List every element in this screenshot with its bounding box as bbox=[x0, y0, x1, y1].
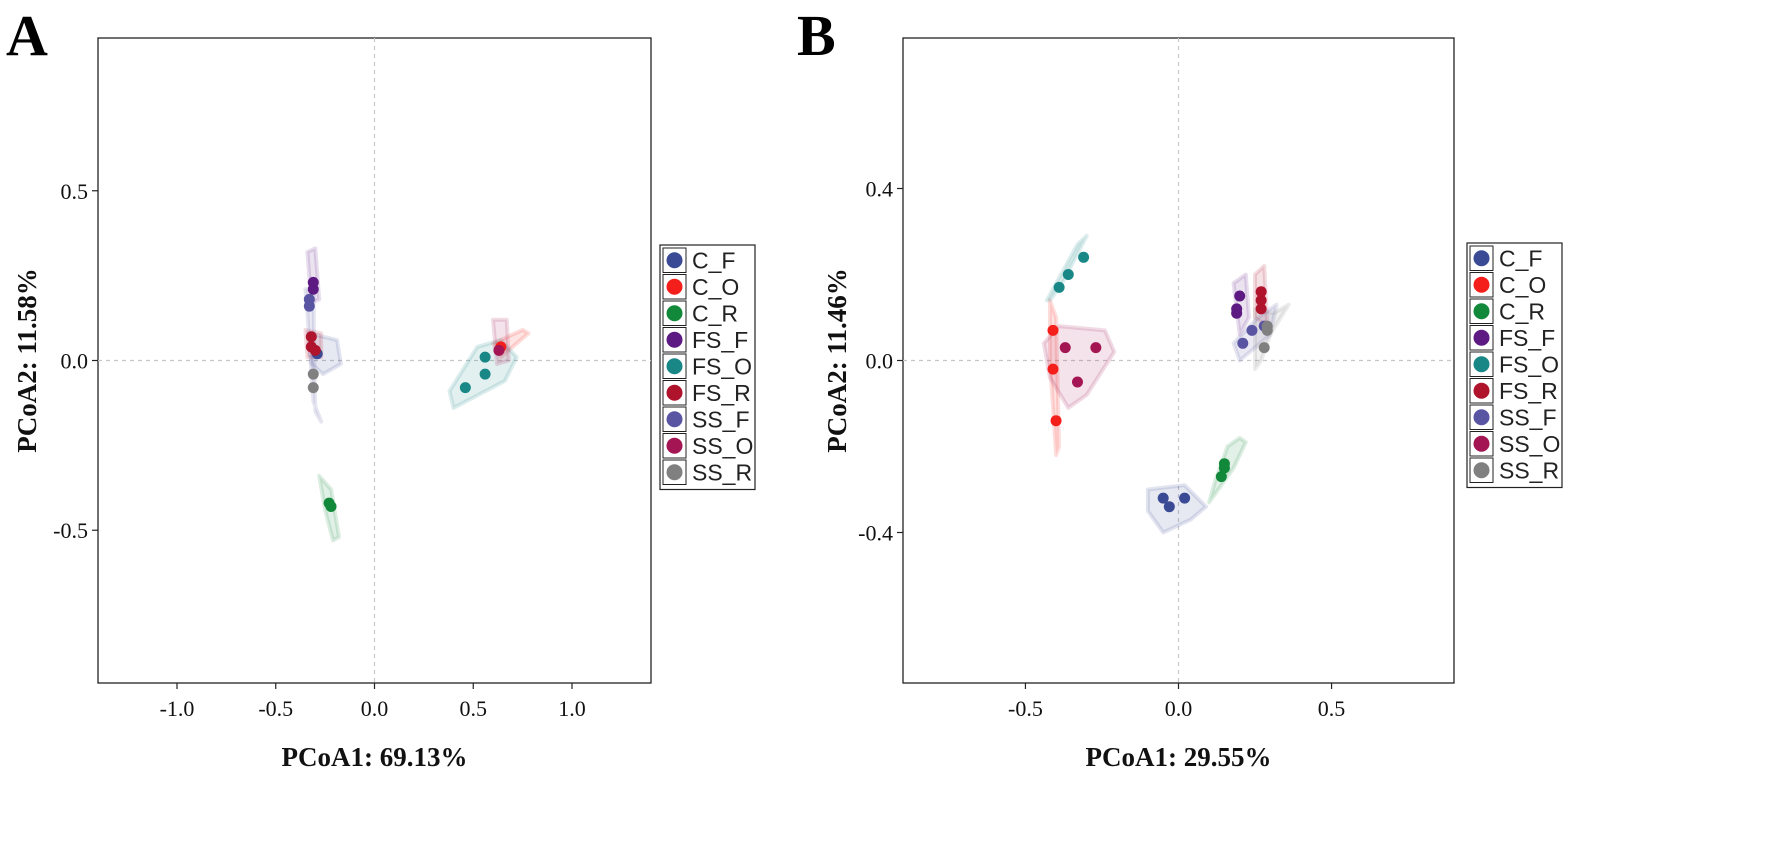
legend-label: C_O bbox=[1499, 272, 1546, 298]
point-ss-o bbox=[1071, 376, 1083, 388]
point-ss-r bbox=[307, 382, 319, 394]
legend-swatch-c-o bbox=[666, 278, 683, 295]
legend-swatch-ss-f bbox=[666, 411, 683, 428]
y-axis-title: PCoA2: 11.58% bbox=[12, 268, 42, 453]
legend-label: C_R bbox=[1499, 299, 1545, 325]
point-c-r bbox=[1215, 471, 1227, 483]
legend-swatch-fs-o bbox=[1473, 356, 1490, 373]
y-tick-label: 0.5 bbox=[61, 179, 89, 204]
legend-swatch-c-f bbox=[1473, 250, 1490, 267]
point-ss-r bbox=[1261, 324, 1273, 336]
legend-swatch-c-f bbox=[666, 252, 683, 269]
point-c-o bbox=[1047, 324, 1059, 336]
point-fs-o bbox=[1062, 269, 1074, 280]
legend-label: C_F bbox=[692, 248, 735, 274]
x-tick-label: -1.0 bbox=[160, 696, 195, 721]
legend-swatch-ss-r bbox=[1473, 462, 1490, 479]
y-axis-title: PCoA2: 11.46% bbox=[822, 268, 852, 453]
point-fs-r bbox=[309, 344, 321, 356]
point-c-r bbox=[325, 500, 337, 512]
legend-label: FS_O bbox=[1499, 352, 1559, 378]
point-c-o bbox=[1050, 415, 1062, 427]
legend-swatch-fs-o bbox=[666, 358, 683, 375]
point-fs-o bbox=[1078, 251, 1090, 263]
y-tick-label: 0.0 bbox=[866, 349, 894, 374]
legend-label: SS_F bbox=[1499, 405, 1557, 431]
point-ss-f bbox=[1237, 337, 1249, 349]
legend-swatch-c-r bbox=[1473, 303, 1490, 320]
point-c-o bbox=[1047, 363, 1059, 375]
panel-a: A -1.0 -0.5 0.0 0.5 1.0 0.5 0.0 -0.5 PCoA1: 69.1… bbox=[6, 3, 756, 772]
x-tick-label: 1.0 bbox=[558, 696, 586, 721]
legend-label: SS_O bbox=[1499, 431, 1560, 457]
y-tick-label: 0.4 bbox=[866, 177, 894, 202]
point-ss-o bbox=[1090, 342, 1102, 354]
legend-swatch-c-o bbox=[1473, 276, 1490, 293]
legend-swatch-ss-o bbox=[1473, 435, 1490, 452]
point-fs-r bbox=[1255, 286, 1267, 298]
legend-swatch-ss-r bbox=[666, 464, 683, 481]
legend-label: C_O bbox=[692, 274, 739, 300]
point-fs-r bbox=[1255, 294, 1267, 306]
point-c-f bbox=[1179, 492, 1191, 504]
legend-label: SS_F bbox=[692, 407, 750, 433]
point-fs-f bbox=[307, 283, 319, 295]
point-fs-o bbox=[479, 368, 491, 380]
legend-swatch-fs-f bbox=[1473, 329, 1490, 346]
x-tick-label: -0.5 bbox=[258, 696, 293, 721]
legend-label: FS_F bbox=[1499, 325, 1555, 351]
legend-label: SS_O bbox=[692, 433, 753, 459]
panel-a-letter: A bbox=[6, 3, 48, 68]
point-ss-r bbox=[1258, 342, 1270, 354]
point-fs-f bbox=[1231, 307, 1243, 319]
panel-b: B -0.5 0.0 0.5 0.4 0.0 -0.4 PCoA1: 29.55% PCoA2… bbox=[797, 3, 1563, 772]
legend-swatch-fs-r bbox=[1473, 382, 1490, 399]
point-fs-o bbox=[459, 382, 471, 394]
legend-label: SS_R bbox=[1499, 458, 1559, 484]
x-tick-label: 0.0 bbox=[361, 696, 389, 721]
legend-swatch-ss-o bbox=[666, 437, 683, 454]
point-ss-o bbox=[1059, 342, 1071, 354]
point-fs-f bbox=[1234, 290, 1246, 302]
point-fs-o bbox=[479, 351, 491, 363]
y-tick-label: -0.4 bbox=[858, 521, 893, 546]
point-fs-r bbox=[305, 331, 317, 343]
point-c-f bbox=[1163, 501, 1175, 513]
legend-swatch-c-r bbox=[666, 305, 683, 322]
point-ss-o bbox=[493, 344, 505, 356]
y-tick-label: 0.0 bbox=[61, 349, 89, 374]
panel-b-letter: B bbox=[797, 3, 836, 68]
legend-label: FS_R bbox=[1499, 378, 1558, 404]
x-tick-label: 0.5 bbox=[460, 696, 488, 721]
legend-label: FS_F bbox=[692, 327, 748, 353]
point-c-f bbox=[1157, 492, 1169, 504]
x-tick-label: -0.5 bbox=[1008, 696, 1043, 721]
legend-label: C_F bbox=[1499, 246, 1542, 272]
point-c-r bbox=[1218, 462, 1230, 474]
x-tick-label: 0.5 bbox=[1318, 696, 1346, 721]
x-tick-label: 0.0 bbox=[1165, 696, 1193, 721]
legend-label: C_R bbox=[692, 301, 738, 327]
point-ss-r bbox=[307, 368, 319, 380]
legend-swatch-fs-f bbox=[666, 331, 683, 348]
legend-label: FS_R bbox=[692, 380, 751, 406]
point-fs-r bbox=[1255, 303, 1267, 315]
legend-swatch-fs-r bbox=[666, 384, 683, 401]
y-tick-label: -0.5 bbox=[53, 518, 88, 543]
x-axis-title: PCoA1: 29.55% bbox=[1086, 742, 1272, 772]
point-ss-f bbox=[303, 300, 315, 312]
legend-swatch-ss-f bbox=[1473, 409, 1490, 426]
point-ss-f bbox=[1246, 324, 1258, 336]
hull-c-f bbox=[307, 331, 343, 377]
point-fs-o bbox=[1053, 281, 1065, 293]
legend-label: FS_O bbox=[692, 354, 752, 380]
legend-label: SS_R bbox=[692, 460, 752, 486]
x-axis-title: PCoA1: 69.13% bbox=[282, 742, 468, 772]
